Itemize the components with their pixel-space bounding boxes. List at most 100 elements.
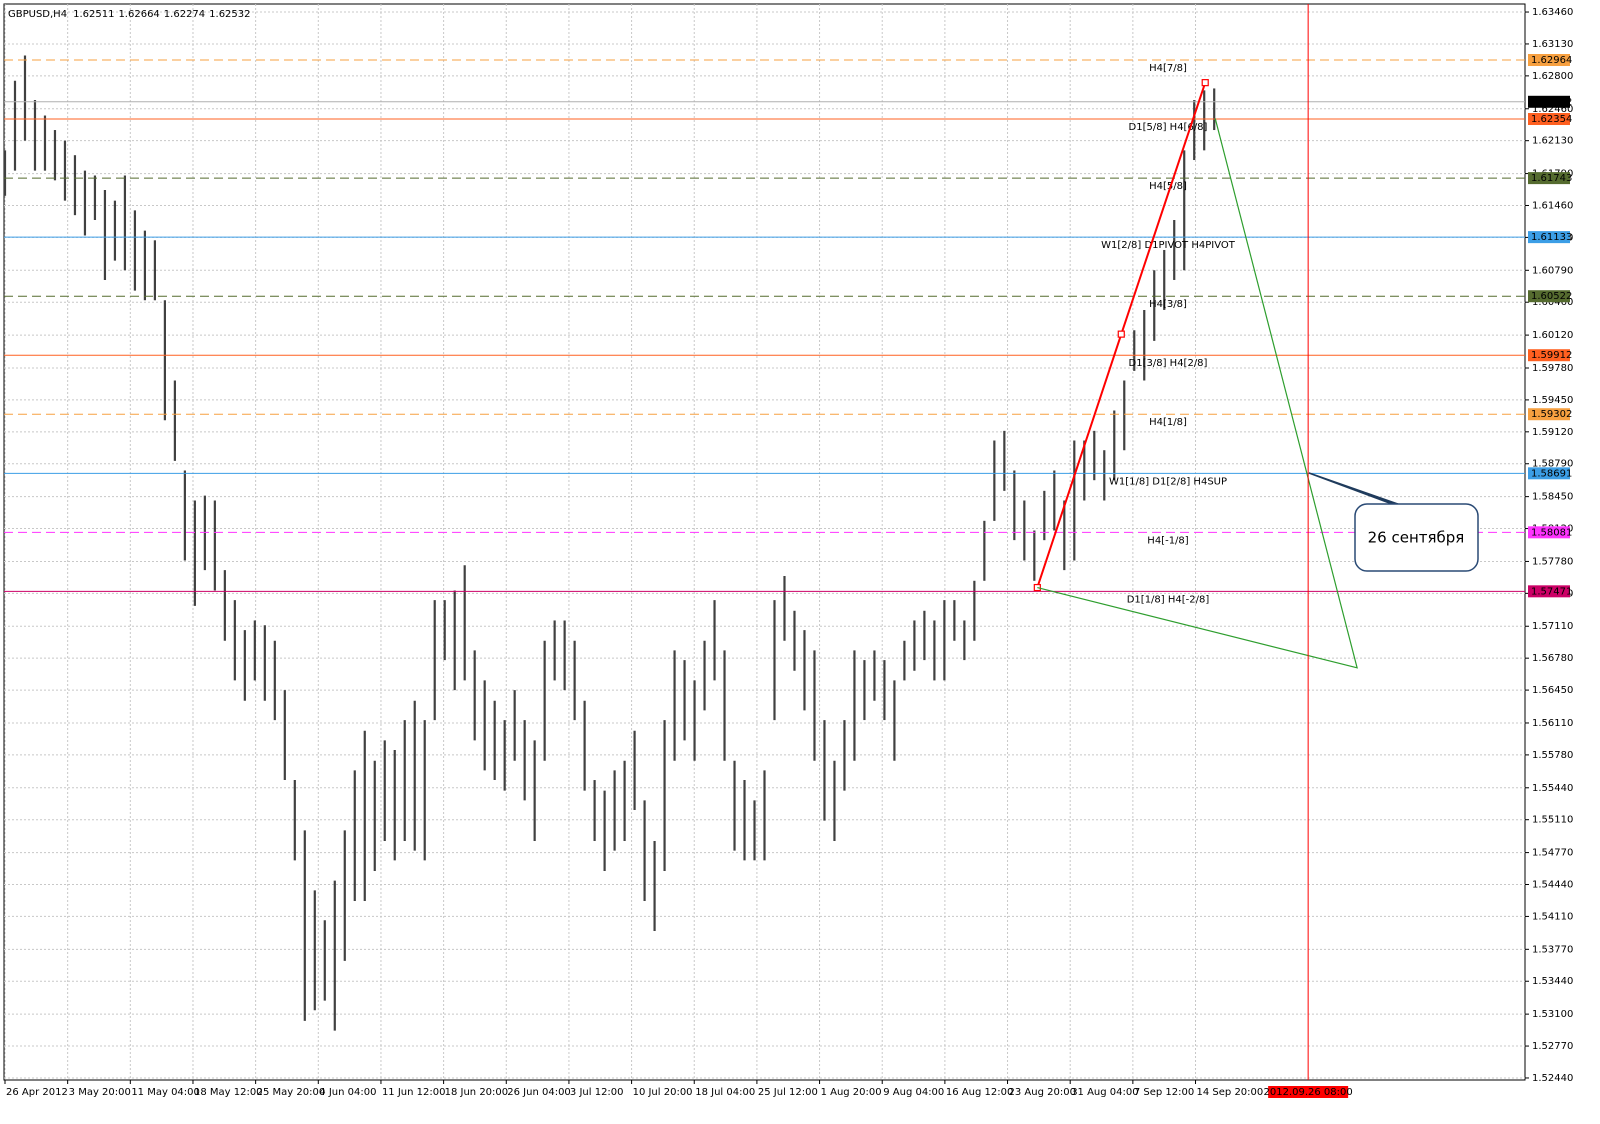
y-tick-label: 1.63130 xyxy=(1532,39,1573,50)
level-label: D1[3/8] H4[2/8] xyxy=(1129,358,1208,369)
y-tick-label: 1.62800 xyxy=(1532,71,1573,82)
y-tick-label: 1.60790 xyxy=(1532,265,1573,276)
level-price-box xyxy=(1528,172,1570,185)
vertical-line-box xyxy=(1268,1086,1349,1098)
y-tick-label: 1.61460 xyxy=(1532,200,1573,211)
level-label: H4[1/8] xyxy=(1149,417,1187,428)
y-tick-label: 1.55110 xyxy=(1532,815,1573,826)
x-tick-label: 10 Jul 20:00 xyxy=(633,1087,693,1098)
y-tick-label: 1.53770 xyxy=(1532,944,1573,955)
x-tick-label: 16 Aug 12:00 xyxy=(946,1087,1013,1098)
x-tick-label: 31 Aug 04:00 xyxy=(1071,1087,1138,1098)
callout-text: 26 сентября xyxy=(1368,529,1465,547)
level-price-box xyxy=(1528,54,1570,67)
level-price-label: 1.60522 xyxy=(1531,291,1572,302)
y-tick-label: 1.54110 xyxy=(1532,911,1573,922)
y-tick-label: 1.54440 xyxy=(1532,880,1573,891)
x-tick-label: 14 Sep 20:00 xyxy=(1197,1087,1264,1098)
low: 1.62274 xyxy=(164,9,205,20)
x-tick-label: 3 Jul 12:00 xyxy=(570,1087,624,1098)
chart-header: GBPUSD,H4 1.62511 1.62664 1.62274 1.62532 xyxy=(8,9,251,20)
y-tick-label: 1.62460 xyxy=(1532,104,1573,115)
level-price-label: 1.58081 xyxy=(1531,527,1572,538)
y-tick-label: 1.54770 xyxy=(1532,848,1573,859)
y-tick-label: 1.59120 xyxy=(1532,427,1573,438)
high: 1.62664 xyxy=(118,9,159,20)
x-tick-label: 11 Jun 12:00 xyxy=(382,1087,446,1098)
x-tick-label: 18 Jun 20:00 xyxy=(445,1087,509,1098)
level-price-label: 1.59912 xyxy=(1531,350,1572,361)
y-tick-label: 1.59450 xyxy=(1532,395,1573,406)
y-tick-label: 1.57110 xyxy=(1532,621,1573,632)
x-tick-label: 18 May 12:00 xyxy=(194,1087,263,1098)
current-price-box xyxy=(1528,95,1570,108)
y-tick-label: 1.57780 xyxy=(1532,556,1573,567)
y-tick-label: 1.60460 xyxy=(1532,297,1573,308)
callout-box xyxy=(1354,503,1479,572)
x-tick-label: 26 Jun 04:00 xyxy=(507,1087,571,1098)
x-tick-label: 3 May 20:00 xyxy=(69,1087,131,1098)
drawn-objects xyxy=(1033,4,1358,1080)
x-tick-label: 18 Jul 04:00 xyxy=(695,1087,755,1098)
level-price-label: 1.57471 xyxy=(1531,586,1572,597)
y-tick-label: 1.62130 xyxy=(1532,136,1573,147)
level-price-box xyxy=(1528,467,1570,480)
y-tick-label: 1.59780 xyxy=(1532,363,1573,374)
level-price-label: 1.62354 xyxy=(1531,114,1572,125)
current-price-label: 1.62532 xyxy=(1531,97,1572,108)
level-label: H4[7/8] xyxy=(1149,63,1187,74)
y-tick-label: 1.58790 xyxy=(1532,459,1573,470)
callout: 26 сентября xyxy=(1308,472,1479,572)
plot-frame xyxy=(3,3,1526,1081)
level-price-box xyxy=(1528,113,1570,126)
x-tick-label: 26 Apr 2012 xyxy=(6,1087,68,1098)
level-price-box xyxy=(1528,231,1570,244)
trend-line xyxy=(1037,118,1358,669)
level-label: D1[1/8] H4[-2/8] xyxy=(1127,594,1210,605)
y-tick-label: 1.56780 xyxy=(1532,653,1573,664)
y-tick-label: 1.56110 xyxy=(1532,718,1573,729)
level-price-label: 1.61133 xyxy=(1531,232,1572,243)
y-tick-label: 1.52770 xyxy=(1532,1041,1573,1052)
x-tick-label: 25 May 20:00 xyxy=(257,1087,326,1098)
level-price-label: 1.58691 xyxy=(1531,468,1572,479)
y-tick-label: 1.53100 xyxy=(1532,1009,1573,1020)
y-tick-label: 1.56450 xyxy=(1532,685,1573,696)
level-price-label: 1.59302 xyxy=(1531,409,1572,420)
level-label: H4[5/8] xyxy=(1149,181,1187,192)
x-tick-label: 25 Jul 12:00 xyxy=(758,1087,818,1098)
y-tick-label: 1.55440 xyxy=(1532,783,1573,794)
x-tick-label: 23 Aug 20:00 xyxy=(1009,1087,1076,1098)
x-tick-label: 11 May 04:00 xyxy=(131,1087,200,1098)
anchor-point xyxy=(1117,330,1125,338)
symbol: GBPUSD,H4 xyxy=(8,9,67,20)
price-bars xyxy=(3,55,1216,1031)
open: 1.62511 xyxy=(73,9,114,20)
level-label: H4[-1/8] xyxy=(1147,535,1188,546)
x-tick-label: 4 Jun 04:00 xyxy=(319,1087,376,1098)
x-tick-label: 9 Aug 04:00 xyxy=(883,1087,944,1098)
vertical-line-label: 2012.09.26 08:00 xyxy=(1264,1087,1353,1098)
y-tick-label: 1.63460 xyxy=(1532,7,1573,18)
y-tick-label: 1.55780 xyxy=(1532,750,1573,761)
level-price-box xyxy=(1528,526,1570,539)
anchor-point xyxy=(1201,79,1209,87)
axis: 1.52440 1.52770 1.53100 1.53440 1.53770 1.541… xyxy=(4,7,1573,1098)
levels: H4[7/8] D1[5/8] H4[6/8] H4[5/8] W1[2/8] D1P… xyxy=(4,59,1525,605)
level-label: W1[2/8] D1PIVOT H4PIVOT xyxy=(1101,240,1236,251)
level-label: D1[5/8] H4[6/8] xyxy=(1129,122,1208,133)
x-tick-label: 7 Sep 12:00 xyxy=(1134,1087,1194,1098)
close: 1.62532 xyxy=(209,9,250,20)
level-label: W1[1/8] D1[2/8] H4SUP xyxy=(1109,476,1227,487)
level-price-box xyxy=(1528,585,1570,598)
y-tick-label: 1.60120 xyxy=(1532,330,1573,341)
y-tick-label: 1.58450 xyxy=(1532,492,1573,503)
y-tick-label: 1.53440 xyxy=(1532,976,1573,987)
level-price-box xyxy=(1528,290,1570,303)
level-price-box xyxy=(1528,408,1570,421)
x-tick-label: 1 Aug 20:00 xyxy=(821,1087,882,1098)
level-price-label: 1.62964 xyxy=(1531,55,1572,66)
level-price-box xyxy=(1528,349,1570,362)
